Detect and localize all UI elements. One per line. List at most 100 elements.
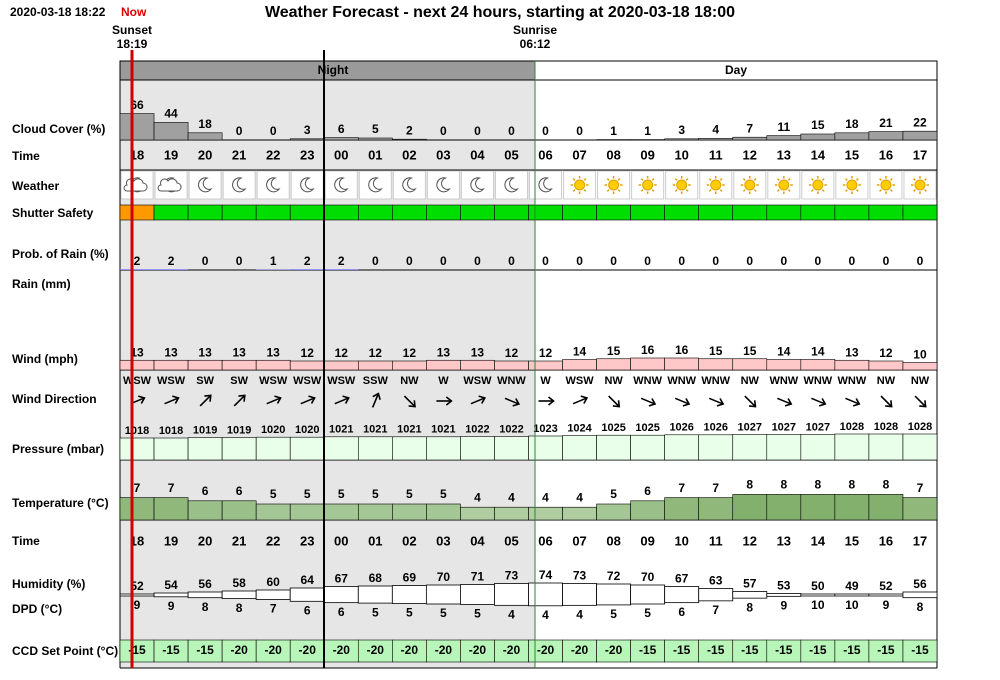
cloud-value: 6 [338,122,345,136]
timestamp: 2020-03-18 18:22 [10,5,106,19]
wind-arrow [300,395,316,405]
pressure-bar [460,436,495,461]
arrow-shaft [880,395,892,407]
pressure-bar [392,436,427,461]
ccd-value: -15 [877,643,895,657]
arrow-head [919,400,927,408]
pressure-value: 1026 [703,422,727,434]
wind-bar [153,359,189,371]
temp-value: 6 [236,484,243,498]
arrow-shaft [811,397,825,405]
wind-value: 13 [164,345,178,359]
arrow-head [885,400,893,408]
temp-bar [357,503,393,521]
humidity-box [494,583,529,606]
row-label: Time [12,534,40,548]
cloud-bar [868,131,904,141]
pressure-value: 1021 [397,424,421,436]
pressure-bar [868,433,904,461]
ccd-value: -15 [162,643,180,657]
wind-arrow [708,397,725,407]
humidity-value: 68 [369,571,383,585]
humidity-box [425,584,461,605]
cloud-bar [902,130,938,141]
wind-dir: WNW [803,375,832,387]
dpd-value: 6 [678,605,685,619]
wind-arrow [674,397,691,407]
shutter-cell [868,204,904,221]
moon-icon [436,177,451,193]
sun-ray [845,178,848,181]
arrow-head [172,395,180,404]
wind-value: 12 [539,346,553,360]
wind-dir: WSW [463,375,492,387]
humidity-value: 73 [505,569,519,583]
sun-ray [742,178,746,181]
cloud-bar [664,138,700,141]
cloud-value: 18 [198,117,212,131]
day-label: Day [725,63,747,77]
dpd-value: 9 [780,599,787,613]
rain-prob: 0 [849,254,856,268]
pressure-value: 1025 [601,422,625,434]
wind-bar [494,360,529,371]
wind-arrow [403,395,416,408]
humidity-box [289,587,325,602]
rain-prob: 0 [474,254,481,268]
dpd-value: 5 [644,606,651,620]
hour: 09 [640,147,654,162]
sun-ray [753,189,757,192]
wind-bar [392,360,427,371]
wind-value: 13 [232,345,246,359]
rain-prob: 0 [440,254,447,268]
cloud-value: 3 [304,123,311,137]
wind-bar [119,359,155,371]
shutter-cell [187,204,223,221]
rain-prob: 0 [406,254,413,268]
sun-ray [787,189,791,192]
pressure-value: 1018 [125,425,149,437]
dpd-value: 5 [372,605,379,619]
pressure-bar [528,435,563,461]
ccd-value: -15 [809,643,827,657]
wind-dir: WNW [667,375,696,387]
wind-bar [902,362,938,371]
ccd-value: -15 [911,643,929,657]
arrow-head [852,398,861,407]
dpd-value: 4 [542,608,549,622]
pressure-bar [426,436,461,461]
temp-value: 5 [270,487,277,501]
cloud-bar [766,135,802,141]
weather-cell [188,170,222,200]
humidity-box [255,589,291,600]
rain-prob: 2 [134,254,141,268]
dpd-value: 10 [845,598,859,612]
wind-dir: SW [230,375,248,387]
humidity-box [187,591,223,599]
shutter-cell [732,204,768,221]
rain-prob: 0 [202,254,209,268]
wind-bar [289,360,325,371]
humidity-box [902,591,938,599]
humidity-value: 57 [743,577,757,591]
ccd-value: -20 [571,643,589,657]
ccd-value: -20 [401,643,419,657]
hour: 16 [879,147,893,162]
pressure-bar [800,434,836,461]
cloud-value: 66 [130,98,144,112]
pressure-value: 1028 [874,421,898,433]
wind-bar [357,360,393,371]
shutter-cell [426,204,461,221]
pressure-bar [630,434,665,461]
humidity-box [460,584,495,605]
wind-arrow [504,397,521,407]
sun-icon [608,179,620,191]
sun-ray [606,189,610,192]
arrow-head [408,400,416,408]
sun-ray [821,189,825,192]
cloud-icon [123,178,148,192]
sun-ray [617,178,621,181]
wind-value: 14 [777,345,791,359]
row-label: Shutter Safety [12,206,94,220]
